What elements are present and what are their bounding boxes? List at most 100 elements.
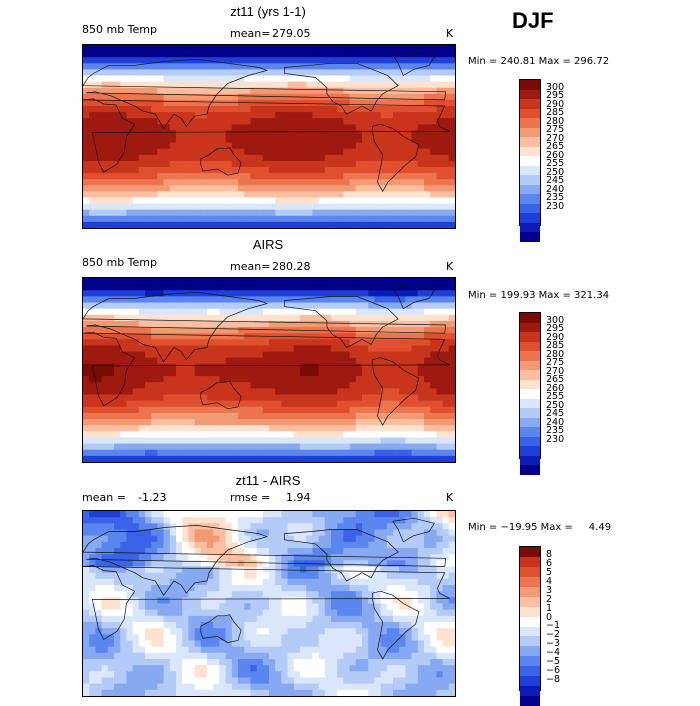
field-cell	[448, 45, 455, 52]
field-cell	[225, 622, 233, 629]
field-cell	[337, 69, 344, 77]
field-cell	[349, 591, 357, 598]
field-cell	[107, 597, 115, 605]
field-cell	[107, 57, 115, 64]
field-cell	[83, 634, 90, 642]
field-cell	[95, 376, 103, 383]
field-cell	[436, 572, 444, 580]
field-cell	[200, 437, 208, 445]
field-cell	[355, 215, 363, 223]
field-cell	[225, 112, 233, 119]
field-cell	[399, 314, 406, 322]
field-cell	[107, 609, 115, 617]
field-cell	[442, 215, 450, 223]
field-cell	[200, 585, 208, 592]
field-cell	[293, 603, 301, 611]
field-cell	[300, 585, 307, 592]
field-cell	[386, 548, 394, 555]
field-cell	[138, 63, 146, 70]
field-cell	[132, 142, 140, 150]
field-cell	[312, 290, 320, 297]
field-cell	[89, 215, 96, 223]
field-cell	[207, 339, 214, 347]
field-cell	[380, 136, 388, 144]
field-cell	[219, 167, 227, 174]
field-cell	[312, 99, 320, 107]
field-cell	[95, 112, 103, 119]
field-cell	[442, 160, 450, 168]
field-cell	[132, 203, 140, 211]
field-cell	[337, 585, 344, 592]
field-cell	[417, 388, 425, 396]
field-cell	[256, 339, 264, 347]
field-cell	[417, 302, 425, 310]
field-cell	[101, 191, 109, 199]
field-cell	[238, 314, 245, 322]
field-cell	[262, 154, 270, 162]
field-cell	[194, 302, 202, 310]
field-cell	[386, 455, 394, 462]
field-cell	[145, 179, 152, 186]
field-cell	[380, 597, 388, 605]
field-cell	[293, 302, 301, 310]
field-cell	[107, 560, 115, 568]
field-cell	[448, 591, 455, 598]
field-cell	[417, 173, 425, 180]
field-cell	[101, 148, 109, 156]
field-cell	[126, 541, 134, 549]
field-cell	[424, 523, 431, 531]
field-cell	[262, 320, 270, 328]
field-cell	[101, 345, 109, 353]
field-cell	[355, 425, 363, 432]
field-cell	[362, 51, 369, 58]
field-cell	[151, 160, 158, 168]
field-cell	[337, 278, 344, 285]
field-cell	[89, 591, 96, 598]
field-cell	[417, 370, 425, 377]
field-cell	[312, 81, 320, 89]
field-cell	[238, 609, 245, 617]
field-cell	[393, 99, 400, 107]
field-cell	[442, 628, 450, 635]
field-cell	[306, 209, 313, 217]
field-cell	[448, 412, 455, 420]
field-cell	[281, 290, 289, 297]
field-cell	[374, 221, 382, 228]
field-cell	[281, 160, 289, 168]
field-cell	[114, 566, 121, 574]
field-cell	[355, 51, 363, 58]
field-cell	[107, 136, 115, 144]
field-cell	[343, 572, 351, 580]
field-cell	[380, 425, 388, 432]
field-cell	[293, 290, 301, 297]
field-cell	[380, 93, 388, 101]
field-cell	[95, 548, 103, 555]
field-cell	[324, 345, 332, 353]
field-cell	[399, 388, 406, 396]
field-cell	[250, 179, 258, 186]
coastline	[371, 357, 420, 426]
field-cell	[430, 523, 437, 531]
field-cell	[151, 382, 158, 389]
field-cell	[83, 160, 90, 168]
field-cell	[312, 124, 320, 131]
field-cell	[219, 560, 227, 568]
field-cell	[231, 388, 239, 396]
field-cell	[374, 431, 382, 439]
field-cell	[188, 130, 196, 138]
field-cell	[95, 443, 103, 451]
field-cell	[343, 455, 351, 462]
field-cell	[362, 314, 369, 322]
field-cell	[95, 597, 103, 605]
field-cell	[107, 148, 115, 156]
field-cell	[95, 455, 103, 462]
field-cell	[163, 554, 171, 561]
field-cell	[306, 51, 313, 58]
field-cell	[207, 511, 214, 518]
field-cell	[405, 431, 413, 439]
field-cell	[225, 455, 233, 462]
field-cell	[411, 425, 419, 432]
field-cell	[293, 523, 301, 531]
field-cell	[374, 106, 382, 113]
field-cell	[231, 160, 239, 168]
